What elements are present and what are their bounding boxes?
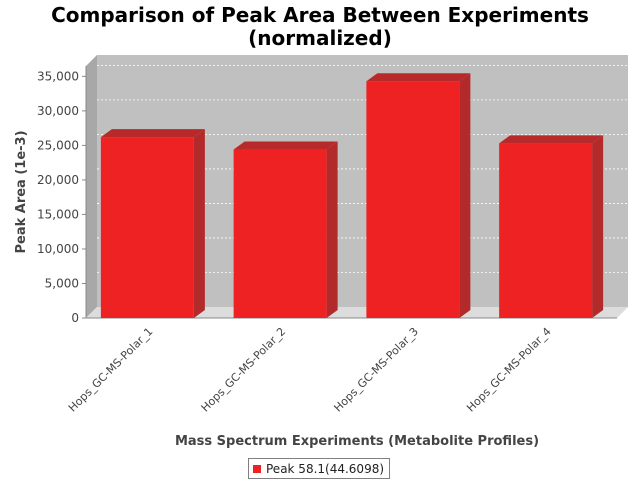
bar-side: [326, 141, 338, 318]
bar-top: [366, 73, 471, 82]
legend: Peak 58.1(44.6098): [248, 458, 391, 479]
y-tick-label: 25,000: [37, 138, 79, 152]
y-tick-label: 10,000: [37, 242, 79, 256]
y-tick-label: 35,000: [37, 69, 79, 83]
bar-side: [592, 135, 604, 318]
chart-title: Comparison of Peak Area Between Experime…: [51, 3, 589, 27]
plot-back-wall: [97, 55, 628, 307]
bar: [499, 143, 593, 318]
legend-swatch: [253, 464, 261, 473]
bar: [233, 149, 327, 318]
x-tick-label: Hops_GC-MS-Polar_2: [199, 325, 289, 415]
plot-floor: [86, 307, 628, 318]
chart-title-block: Comparison of Peak Area Between Experime…: [0, 4, 640, 50]
bar-side: [193, 129, 205, 318]
y-tick-label: 20,000: [37, 173, 79, 187]
x-tick-label: Hops_GC-MS-Polar_3: [331, 325, 421, 415]
legend-label: Peak 58.1(44.6098): [266, 461, 385, 476]
bar: [366, 81, 460, 318]
bar-group: [499, 135, 604, 318]
plot-left-wall: [86, 55, 97, 318]
chart-subtitle: (normalized): [248, 26, 392, 50]
y-tick-label: 0: [71, 311, 79, 325]
bar-group: [366, 73, 471, 318]
bar-top: [100, 129, 205, 138]
y-tick-label: 5,000: [45, 276, 79, 290]
x-tick-label: Hops_GC-MS-Polar_1: [66, 325, 156, 415]
bar-top: [233, 141, 338, 150]
y-tick-label: 15,000: [37, 207, 79, 221]
bar: [100, 137, 194, 318]
x-tick-label: Hops_GC-MS-Polar_4: [464, 325, 554, 415]
bar-side: [459, 73, 471, 318]
bar-top: [499, 135, 604, 144]
x-axis-label: Mass Spectrum Experiments (Metabolite Pr…: [175, 434, 539, 449]
bar-group: [100, 129, 205, 318]
y-axis-label: Peak Area (1e-3): [14, 130, 29, 253]
y-tick-label: 30,000: [37, 104, 79, 118]
bar-group: [233, 141, 338, 318]
